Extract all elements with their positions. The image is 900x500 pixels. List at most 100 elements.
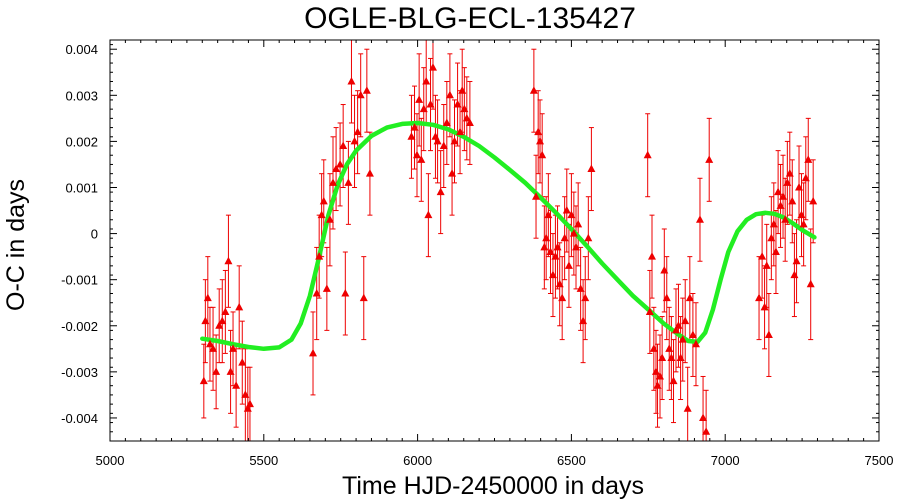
- y-tick-label: 0.002: [65, 134, 98, 149]
- y-tick-label: -0.002: [61, 319, 98, 334]
- data-point-triangle: [453, 100, 462, 108]
- data-point-triangle: [336, 159, 345, 168]
- x-tick-label: 7500: [865, 453, 894, 468]
- data-point-triangle: [538, 150, 547, 159]
- plot-frame: [109, 39, 880, 442]
- data-point-triangle: [458, 86, 467, 94]
- data-point-triangle: [581, 293, 590, 302]
- data-point-triangle: [218, 316, 227, 325]
- data-point-triangle: [229, 344, 238, 352]
- data-point-triangle: [688, 330, 697, 338]
- data-point-triangle: [797, 210, 806, 219]
- x-axis-label: Time HJD-2450000 in days: [342, 472, 644, 500]
- data-point-triangle: [792, 256, 801, 265]
- data-point-triangle: [774, 187, 783, 196]
- y-tick-label: 0.003: [65, 88, 98, 103]
- data-point-triangle: [671, 325, 680, 334]
- data-point-triangle: [315, 252, 324, 260]
- data-point-triangle: [412, 150, 421, 159]
- data-point-triangle: [215, 321, 224, 329]
- data-point-triangle: [667, 353, 676, 362]
- data-point-triangle: [647, 252, 656, 260]
- data-point-triangle: [536, 136, 545, 145]
- data-point-triangle: [779, 192, 788, 200]
- data-point-triangle: [645, 307, 654, 315]
- x-tick-label: 6000: [403, 453, 432, 468]
- data-point-triangle: [445, 90, 454, 99]
- data-point-triangle: [221, 307, 230, 315]
- data-point-triangle: [317, 210, 326, 219]
- axis-ticks: 5000 5500 6000 6500 7000 7500 0.004 0.003 0.002 0…: [61, 40, 893, 468]
- data-point-triangle: [212, 367, 221, 375]
- data-point-triangle: [424, 210, 433, 219]
- data-point-triangle: [681, 316, 690, 325]
- data-point-triangle: [564, 261, 573, 269]
- data-point-triangle: [362, 86, 371, 94]
- data-point-triangle: [329, 178, 338, 186]
- data-point-triangle: [562, 206, 571, 214]
- data-point-triangle: [201, 316, 210, 325]
- data-point-triangle: [332, 164, 341, 173]
- data-point-triangle: [450, 136, 459, 145]
- data-point-triangle: [785, 169, 794, 177]
- data-point-triangle: [685, 293, 694, 302]
- data-point-triangle: [579, 316, 588, 325]
- data-point-triangle: [809, 196, 818, 205]
- data-point-triangle: [678, 335, 687, 343]
- data-point-triangle: [806, 279, 815, 288]
- y-tick-label: 0.001: [65, 180, 98, 195]
- data-point-triangle: [433, 136, 442, 145]
- data-point-triangle: [758, 252, 767, 260]
- data-point-triangle: [415, 95, 424, 103]
- data-point-triangle: [653, 381, 662, 389]
- y-tick-label: -0.003: [61, 365, 98, 380]
- data-point-triangle: [760, 302, 769, 311]
- data-point-triangle: [655, 371, 664, 380]
- data-point-triangle: [660, 265, 669, 274]
- data-point-triangle: [407, 132, 416, 140]
- data-point-triangle: [309, 348, 318, 357]
- data-point-triangle: [319, 196, 328, 205]
- data-point-triangle: [312, 289, 321, 297]
- data-point-triangle: [235, 302, 244, 311]
- x-tick-label: 6500: [557, 453, 586, 468]
- data-point-triangle: [339, 141, 348, 150]
- data-point-triangle: [558, 293, 567, 302]
- fit-curve: [200, 120, 817, 352]
- data-point-triangle: [776, 201, 785, 209]
- y-tick-label: 0: [91, 227, 98, 242]
- data-point-triangle: [651, 367, 660, 375]
- data-point-triangle: [462, 113, 471, 122]
- data-point-triangle: [209, 344, 218, 352]
- data-point-triangle: [553, 242, 562, 251]
- data-point-triangle: [353, 127, 362, 136]
- data-point-triangle: [350, 136, 359, 145]
- data-point-triangle: [801, 173, 810, 182]
- data-point-triangle: [419, 104, 428, 113]
- y-tick-label: 0.004: [65, 42, 98, 57]
- data-point-triangle: [356, 90, 365, 99]
- data-point-triangle: [643, 150, 652, 159]
- data-point-triangle: [448, 169, 457, 177]
- chart-title: OGLE-BLG-ECL-135427: [304, 2, 636, 35]
- x-tick-label: 5000: [96, 453, 125, 468]
- data-point-triangle: [325, 215, 334, 223]
- y-axis-label: O-C in days: [2, 179, 30, 311]
- data-point-triangle: [436, 187, 445, 196]
- data-point-triangle: [799, 219, 808, 228]
- data-point-triangle: [344, 178, 353, 186]
- data-point-triangle: [676, 353, 685, 362]
- data-point-triangle: [804, 155, 813, 163]
- data-point-triangle: [422, 76, 431, 85]
- data-point-triangle: [665, 344, 674, 352]
- data-point-triangle: [359, 293, 368, 302]
- data-point-triangle: [232, 381, 241, 389]
- data-point-triangle: [410, 123, 419, 131]
- data-point-triangle: [551, 252, 560, 260]
- data-point-triangle: [781, 215, 790, 223]
- data-point-triangle: [764, 330, 773, 338]
- data-point-triangle: [705, 155, 714, 163]
- data-point-triangle: [245, 399, 254, 408]
- data-point-triangle: [238, 358, 247, 366]
- data-point-triangle: [205, 339, 214, 348]
